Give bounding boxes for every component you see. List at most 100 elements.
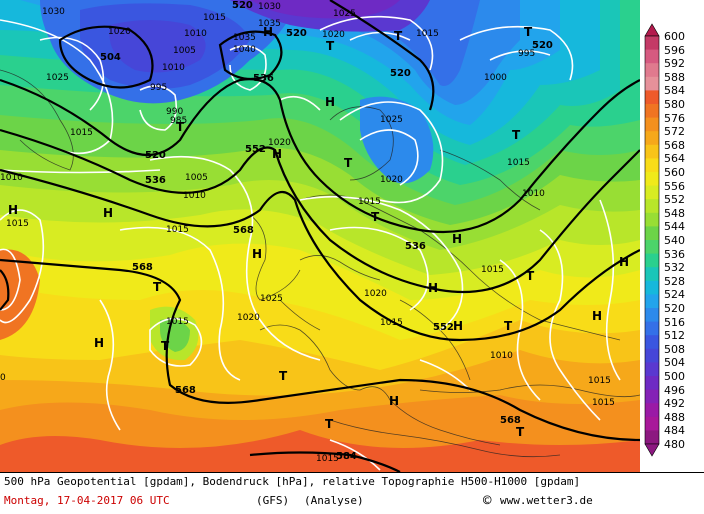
svg-text:1020: 1020 (322, 30, 345, 40)
scale-swatch (645, 376, 659, 391)
svg-text:1015: 1015 (203, 13, 226, 23)
scale-label: 496 (664, 383, 685, 397)
svg-text:995: 995 (150, 83, 167, 93)
svg-text:1020: 1020 (108, 27, 131, 37)
scale-swatch (645, 158, 659, 173)
svg-text:1010: 1010 (0, 173, 23, 183)
low-marker: T (394, 29, 403, 43)
svg-text:1035: 1035 (233, 33, 256, 43)
svg-text:1010: 1010 (522, 189, 545, 199)
caption-date: Montag, 17-04-2017 06 UTC (4, 494, 170, 507)
svg-text:1015: 1015 (481, 265, 504, 275)
scale-swatch (645, 144, 659, 159)
map-caption: 500 hPa Geopotential [gpdam], Bodendruck… (0, 472, 704, 514)
svg-text:1000: 1000 (484, 73, 507, 83)
scale-swatch (645, 212, 659, 227)
svg-text:990: 990 (166, 107, 183, 117)
scale-swatch (645, 104, 659, 119)
high-marker: H (619, 255, 629, 269)
scale-swatch (645, 348, 659, 363)
caption-credit: www.wetter3.de (500, 494, 593, 507)
low-marker: T (512, 128, 521, 142)
svg-text:568: 568 (132, 262, 153, 273)
scale-swatch (645, 172, 659, 187)
scale-label: 584 (664, 84, 685, 98)
scale-label: 528 (664, 274, 685, 288)
svg-text:995: 995 (518, 49, 535, 59)
low-marker: T (279, 369, 288, 383)
scale-swatch (645, 430, 659, 445)
low-marker: T (176, 120, 185, 134)
low-marker: T (524, 25, 533, 39)
low-marker: T (526, 269, 535, 283)
scale-label: 532 (664, 261, 685, 275)
scale-label: 600 (664, 30, 685, 43)
scale-label: 592 (664, 57, 685, 71)
scale-arrow-top (644, 23, 660, 37)
scale-label: 556 (664, 179, 685, 193)
svg-text:1025: 1025 (380, 115, 403, 125)
svg-text:1020: 1020 (380, 175, 403, 185)
svg-text:536: 536 (405, 241, 426, 252)
relative-topography-bands (0, 0, 640, 472)
svg-text:1010: 1010 (162, 63, 185, 73)
svg-text:1030: 1030 (258, 2, 281, 12)
scale-swatch (645, 131, 659, 146)
scale-label: 484 (664, 424, 685, 438)
high-marker: H (263, 25, 273, 39)
svg-text:1015: 1015 (358, 197, 381, 207)
svg-text:1020: 1020 (268, 138, 291, 148)
isobar-labels: 1030 1020 1015 1030 1035 1025 1020 1015 … (0, 2, 615, 464)
scale-swatch (645, 403, 659, 418)
scale-label: 508 (664, 342, 685, 356)
scale-swatch (645, 389, 659, 404)
high-marker: H (453, 319, 463, 333)
scale-label: 488 (664, 410, 685, 424)
svg-text:552: 552 (245, 144, 266, 155)
scale-swatch (645, 321, 659, 336)
geopotential-lines (0, 0, 640, 472)
svg-text:520: 520 (232, 0, 253, 11)
scale-swatch (645, 36, 659, 51)
scale-label: 572 (664, 125, 685, 139)
scale-label: 544 (664, 220, 685, 234)
geopotential-labels: 520 520 520 520 520 504 536 536 536 552 … (100, 0, 553, 462)
scale-swatch (645, 416, 659, 431)
scale-label: 512 (664, 329, 685, 343)
high-marker: H (272, 147, 282, 161)
svg-text:1030: 1030 (42, 7, 65, 17)
scale-label: 564 (664, 152, 685, 166)
scale-label: 576 (664, 111, 685, 125)
scale-swatch (645, 335, 659, 350)
scale-label: 552 (664, 193, 685, 207)
svg-text:1015: 1015 (380, 318, 403, 328)
svg-text:1005: 1005 (173, 46, 196, 56)
scale-label: 524 (664, 288, 685, 302)
scale-swatch (645, 240, 659, 255)
scale-label: 588 (664, 70, 685, 84)
svg-text:552: 552 (433, 322, 454, 333)
color-scale-bar (644, 23, 660, 457)
svg-text:985: 985 (170, 116, 187, 126)
scale-arrow-bottom (644, 443, 660, 457)
caption-title: 500 hPa Geopotential [gpdam], Bodendruck… (4, 475, 581, 488)
high-marker: H (592, 309, 602, 323)
svg-text:1025: 1025 (260, 294, 283, 304)
high-marker: H (8, 203, 18, 217)
low-marker: T (371, 210, 380, 224)
coastlines (0, 69, 640, 458)
high-marker: H (325, 95, 335, 109)
scale-label: 520 (664, 302, 685, 315)
scale-label: 516 (664, 315, 685, 329)
svg-text:504: 504 (100, 52, 121, 63)
weather-map: 1030 1020 1015 1030 1035 1025 1020 1015 … (0, 0, 640, 472)
high-marker: H (452, 232, 462, 246)
caption-run-type: (Analyse) (304, 494, 364, 507)
svg-text:1010: 1010 (183, 191, 206, 201)
scale-label: 536 (664, 247, 685, 261)
svg-text:520: 520 (532, 40, 553, 51)
svg-text:520: 520 (145, 150, 166, 161)
svg-text:1015: 1015 (6, 219, 29, 229)
svg-text:584: 584 (336, 451, 357, 462)
scale-swatch (645, 226, 659, 241)
